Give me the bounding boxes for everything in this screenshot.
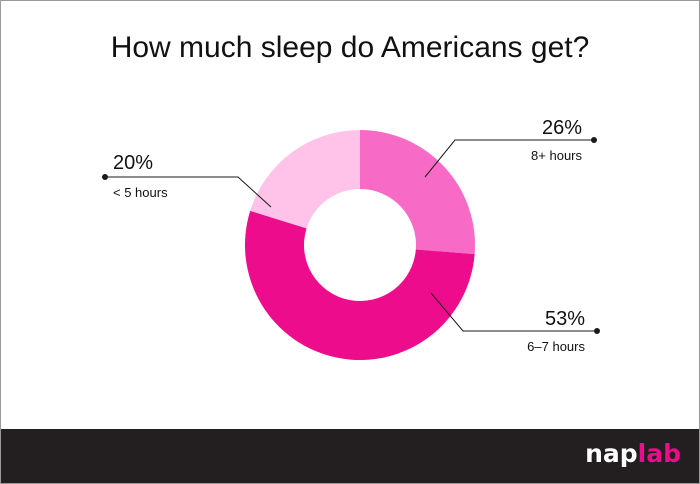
callout-line-1 [430,292,597,332]
donut-chart: 26% 8+ hours 53% 6–7 hours 20% < 5 hours [102,117,600,360]
callout-dot-1 [594,328,600,334]
slice-1 [244,210,475,360]
category-label-2: < 5 hours [113,185,168,200]
footer-bar: naplab [1,429,699,483]
callout-line-2 [105,176,272,208]
slice-0 [360,130,475,255]
data-label-1: 53% [545,308,585,330]
category-label-1: 6–7 hours [527,339,585,354]
brand-logo-nap: nap [585,439,638,468]
callout-dot-2 [102,174,108,180]
brand-logo-lab: lab [637,439,681,468]
data-label-2: 20% [113,152,153,174]
callout-dot-0 [591,137,597,143]
slice-2 [250,130,360,229]
callouts: 26% 8+ hours 53% 6–7 hours 20% < 5 hours [102,117,600,354]
data-label-0: 26% [542,117,582,139]
callout-line-0 [424,139,594,178]
brand-logo: naplab [585,439,681,469]
category-label-0: 8+ hours [531,148,582,163]
donut-slices [244,130,475,360]
chart-title: How much sleep do Americans get? [110,31,590,64]
